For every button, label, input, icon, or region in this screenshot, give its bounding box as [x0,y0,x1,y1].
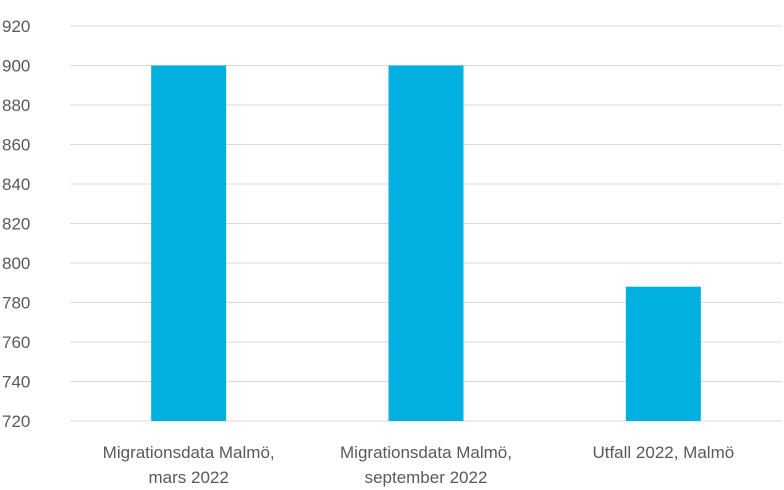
x-category-label-line: Migrationsdata Malmö, [340,443,512,462]
y-tick-label: 860 [2,136,30,155]
bar-2 [625,286,701,421]
y-tick-label: 900 [2,57,30,76]
x-category-label-line: mars 2022 [149,468,229,487]
x-category-label-line: Migrationsdata Malmö, [103,443,275,462]
x-category-label: Migrationsdata Malmö, september 2022 [340,443,512,487]
y-tick-label: 720 [2,412,30,431]
y-tick-label: 760 [2,333,30,352]
x-axis-category-labels: Migrationsdata Malmö, mars 2022Migrations… [103,443,735,487]
y-tick-label: 880 [2,96,30,115]
bars [151,65,701,421]
y-tick-label: 840 [2,175,30,194]
y-tick-label: 800 [2,254,30,273]
y-tick-label: 920 [2,17,30,36]
x-category-label: Migrationsdata Malmö, mars 2022 [103,443,275,487]
y-tick-label: 740 [2,373,30,392]
bar-1 [388,65,464,421]
x-category-label-line: Utfall 2022, Malmö [592,443,734,462]
bar-0 [151,65,227,421]
y-tick-label: 780 [2,294,30,313]
y-tick-label: 820 [2,215,30,234]
y-axis-tick-labels: 720 740 760 780 800 820 840 860 880 900 920 [2,17,30,431]
x-category-label: Utfall 2022, Malmö [592,443,734,462]
x-category-label-line: september 2022 [365,468,488,487]
